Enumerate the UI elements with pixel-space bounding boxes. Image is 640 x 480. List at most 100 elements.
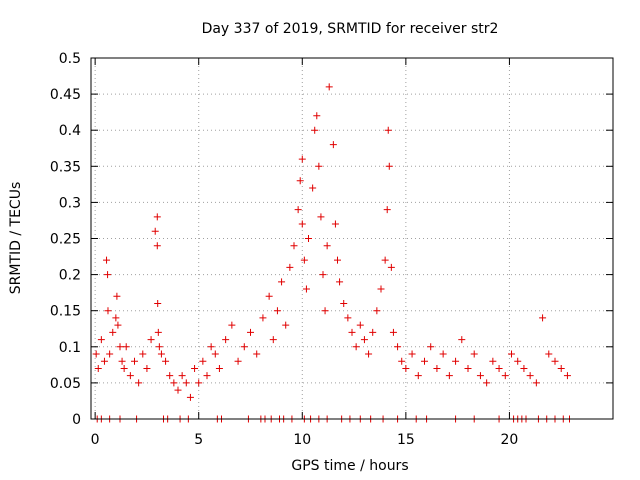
data-point (360, 336, 368, 344)
data-point (112, 314, 120, 322)
x-tick-label: 10 (293, 432, 311, 448)
data-point (439, 350, 447, 358)
data-point (325, 83, 333, 91)
data-point (336, 278, 344, 286)
data-point (269, 336, 277, 344)
data-point (203, 372, 211, 380)
data-point (170, 379, 178, 387)
data-point (290, 242, 298, 250)
data-point (166, 372, 174, 380)
data-point (489, 357, 497, 365)
data-point (365, 350, 373, 358)
data-point (174, 386, 182, 394)
data-point (545, 350, 553, 358)
data-point (398, 357, 406, 365)
data-point (348, 328, 356, 336)
data-point (157, 350, 165, 358)
data-point (452, 357, 460, 365)
data-point (153, 242, 161, 250)
data-point (294, 206, 302, 214)
data-point (385, 162, 393, 170)
data-point (414, 372, 422, 380)
data-point (153, 213, 161, 221)
data-point (344, 314, 352, 322)
data-point (92, 350, 100, 358)
data-point (273, 307, 281, 315)
data-point (300, 256, 308, 264)
data-point (118, 357, 126, 365)
data-point (470, 350, 478, 358)
data-point (151, 227, 159, 235)
data-point (234, 357, 242, 365)
data-point (139, 350, 147, 358)
data-point (315, 162, 323, 170)
data-point (352, 343, 360, 351)
y-tick-label: 0.5 (59, 51, 81, 67)
data-point (356, 321, 364, 329)
data-point (116, 343, 124, 351)
data-point (445, 372, 453, 380)
x-tick-label: 15 (397, 432, 415, 448)
data-points (92, 83, 573, 423)
data-point (100, 357, 108, 365)
data-point (286, 263, 294, 271)
data-point (323, 242, 331, 250)
data-point (311, 126, 319, 134)
data-point (162, 357, 170, 365)
data-point (321, 307, 329, 315)
x-axis-label: GPS time / hours (291, 458, 408, 474)
data-point (253, 350, 261, 358)
data-point (433, 364, 441, 372)
x-tick-label: 5 (194, 432, 203, 448)
data-point (483, 379, 491, 387)
y-axis-ticks: 0 0.05 0.1 0.15 0.2 0.25 0.3 0.35 0.4 0.45 0.5 (50, 51, 613, 428)
data-point (104, 307, 112, 315)
data-point (113, 292, 121, 300)
y-tick-label: 0.25 (50, 232, 81, 248)
data-point (298, 220, 306, 228)
data-point (103, 256, 111, 264)
data-point (309, 184, 317, 192)
y-tick-label: 0.1 (59, 340, 81, 356)
data-point (317, 213, 325, 221)
data-point (458, 336, 466, 344)
y-tick-label: 0.45 (50, 87, 81, 103)
data-point (131, 357, 138, 365)
y-tick-label: 0.15 (50, 304, 81, 320)
data-point (377, 285, 385, 293)
data-point (120, 364, 128, 372)
data-point (259, 314, 267, 322)
y-tick-label: 0.2 (59, 268, 81, 284)
y-tick-label: 0.35 (50, 159, 81, 175)
data-point (539, 314, 547, 322)
data-point (381, 256, 389, 264)
data-point (155, 343, 163, 351)
data-point (199, 357, 207, 365)
y-axis-label: SRMTID / TECUs (8, 182, 24, 295)
data-point (109, 328, 117, 336)
data-point (282, 321, 290, 329)
data-point (122, 343, 130, 351)
grid-lines (91, 57, 613, 420)
data-point (526, 372, 534, 380)
data-point (228, 321, 236, 329)
data-point (389, 328, 397, 336)
data-point (464, 364, 472, 372)
data-point (135, 379, 143, 387)
data-point (278, 278, 286, 286)
data-point (240, 343, 248, 351)
data-point (334, 256, 341, 264)
data-point (331, 220, 339, 228)
data-point (340, 299, 348, 307)
data-point (182, 379, 190, 387)
data-point (207, 343, 215, 351)
data-point (563, 372, 571, 380)
data-point (394, 343, 402, 351)
data-point (94, 364, 102, 372)
data-point (427, 343, 435, 351)
data-point (520, 364, 528, 372)
y-tick-label: 0.3 (59, 195, 81, 211)
data-point (178, 372, 186, 380)
chart-title: Day 337 of 2019, SRMTID for receiver str… (202, 21, 499, 37)
